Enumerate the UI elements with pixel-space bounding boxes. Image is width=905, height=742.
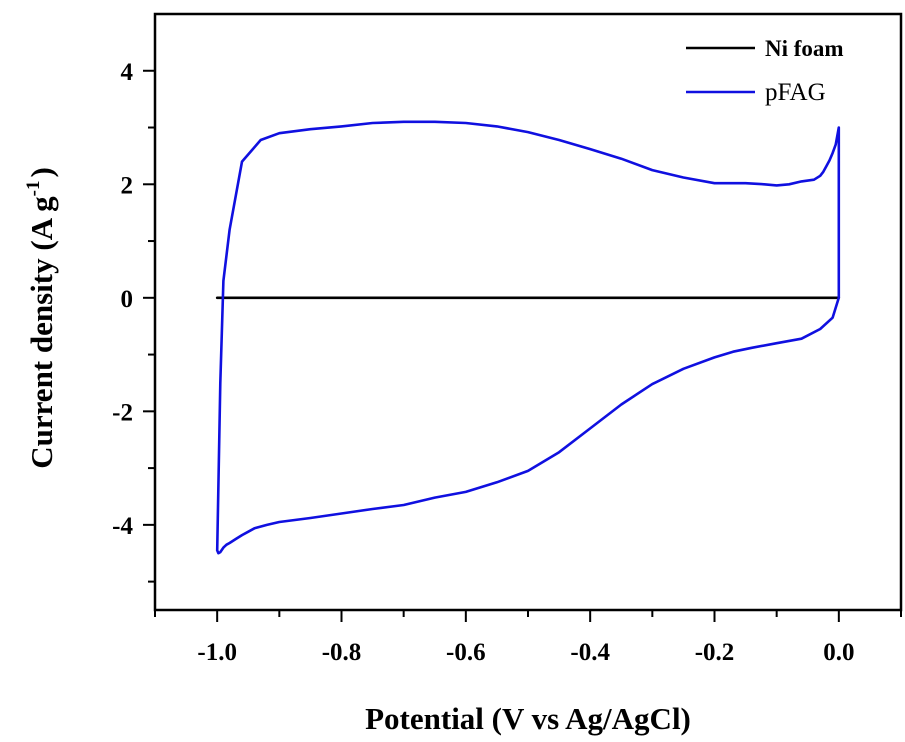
legend: Ni foam pFAG <box>686 36 844 106</box>
legend-label-ni-foam: Ni foam <box>765 36 844 61</box>
x-tick-label: -1.0 <box>197 639 237 666</box>
series-line-pfag <box>215 120 841 555</box>
y-axis-title-superscript: -1 <box>23 181 44 197</box>
x-tick-label: 0.0 <box>823 639 854 666</box>
y-tick-label: -4 <box>112 513 133 540</box>
y-axis-title-main: Current density (A g <box>24 196 59 469</box>
y-axis-ticks: -4 -2 0 2 4 <box>112 59 155 583</box>
x-tick-label: -0.4 <box>570 639 610 666</box>
y-tick-label: -2 <box>112 399 133 426</box>
y-tick-label: 4 <box>121 59 134 86</box>
legend-label-pfag: pFAG <box>765 79 826 106</box>
x-tick-label: -0.8 <box>322 639 362 666</box>
series-layer <box>215 120 841 555</box>
svg-text:Current density (A g-1): Current density (A g-1) <box>23 167 59 469</box>
x-tick-label: -0.2 <box>695 639 735 666</box>
y-tick-label: 0 <box>121 286 134 313</box>
x-axis-title: Potential (V vs Ag/AgCl) <box>365 701 691 736</box>
y-tick-label: 2 <box>121 172 134 199</box>
y-axis-title: Current density (A g-1) <box>23 167 59 469</box>
x-tick-label: -0.6 <box>446 639 486 666</box>
x-axis-ticks: -1.0 -0.8 -0.6 -0.4 -0.2 0.0 <box>154 610 902 666</box>
y-axis-title-close: ) <box>24 167 59 177</box>
